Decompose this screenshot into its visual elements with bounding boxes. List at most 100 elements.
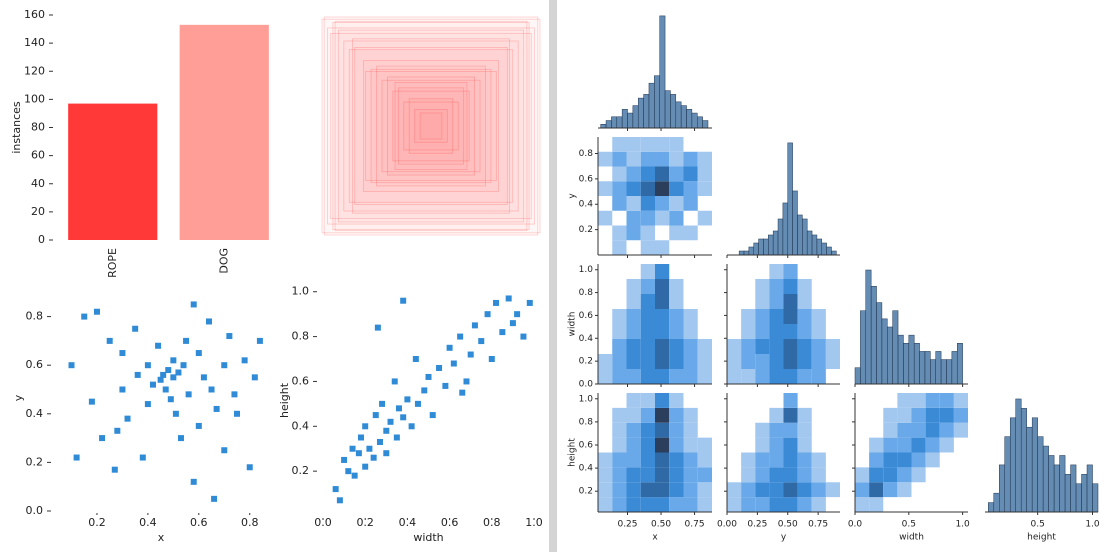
hist-bar: [696, 116, 703, 129]
hist2d-cell: [598, 240, 612, 255]
hist2d-cell: [783, 393, 798, 408]
point: [450, 360, 457, 367]
hist2d-cell: [826, 453, 840, 468]
hist2d-cell: [769, 324, 784, 339]
hist2d-cell: [939, 393, 954, 408]
point: [457, 333, 464, 340]
hist2d-cell: [953, 422, 968, 438]
hist2d-cell: [911, 407, 926, 423]
hist2d-cell: [669, 196, 684, 211]
hist2d-cell: [911, 452, 926, 468]
point: [99, 435, 106, 442]
hist-bar: [854, 367, 861, 385]
point: [374, 324, 381, 331]
y-tick-label: 0.2: [579, 225, 593, 235]
hist2d-cell: [640, 240, 655, 255]
point: [157, 376, 164, 383]
hist2d-cell: [598, 279, 612, 294]
y-tick-label: 0.2: [292, 464, 310, 477]
x-tick-label: 0.0: [314, 516, 332, 529]
point: [200, 374, 207, 381]
y-tick-label: 0.8: [292, 330, 310, 343]
hist2d-cell: [940, 497, 954, 512]
point: [499, 329, 506, 336]
y-axis-label: instances: [10, 101, 23, 154]
point: [155, 342, 162, 349]
hist2d-cell: [755, 279, 770, 294]
hist2d-cell: [698, 137, 712, 152]
y-tick-label: 1.0: [292, 285, 310, 298]
hist-bar: [632, 105, 639, 129]
box: [397, 87, 465, 165]
hist-bar: [654, 75, 660, 129]
box: [394, 82, 468, 170]
box: [419, 112, 443, 140]
y-tick-label: 0.4: [292, 419, 310, 432]
hist2d-cell: [869, 437, 884, 453]
hist2d-cell: [855, 438, 869, 453]
x-axis-label: x: [652, 533, 658, 543]
hist2d-cell: [897, 422, 912, 438]
hist-bar: [1031, 417, 1038, 513]
box: [327, 27, 535, 225]
hist2d-cell: [655, 279, 670, 294]
hist2d-cell: [655, 166, 670, 182]
x-tick-label: 0.50: [651, 520, 671, 530]
hist2d-cell: [897, 452, 912, 468]
y-tick-label: 0.4: [26, 407, 44, 420]
hist2d-cell: [769, 369, 784, 384]
hist2d-cell: [741, 264, 755, 279]
hist2d-cell: [769, 279, 784, 294]
hist2d-cell: [626, 166, 641, 182]
hist2d-cell: [598, 226, 612, 241]
hist2d-cell: [953, 407, 968, 423]
hist-bar: [772, 230, 779, 256]
hist-bar: [743, 250, 750, 256]
hist2d-cell: [640, 422, 655, 438]
hist2d-cell: [683, 196, 698, 211]
hist2d-cell: [755, 354, 770, 369]
hist2d-cell: [683, 497, 698, 512]
x-tick-label: 1.0: [1085, 520, 1100, 530]
box: [363, 60, 499, 192]
hist-bar: [675, 101, 682, 129]
hist-bar: [1075, 483, 1082, 513]
hist2d-cell: [598, 438, 612, 453]
hist-bar: [956, 343, 963, 385]
hist2d-cell: [769, 452, 784, 468]
y-tick-label: 0.6: [26, 358, 44, 371]
hist2d-cell: [811, 324, 826, 339]
hist2d-cell: [598, 354, 613, 369]
hist2d-cell: [953, 393, 968, 408]
hist2d-cell: [640, 467, 655, 483]
hist2d-cell: [697, 482, 712, 498]
hist2d-cell: [727, 482, 742, 498]
hist2d-cell: [683, 225, 698, 241]
hist2d-cell: [683, 437, 698, 453]
hist2d-cell: [825, 354, 840, 369]
hist2d-cell: [741, 279, 755, 294]
hist2d-cell: [697, 339, 712, 354]
hist-bar: [1037, 436, 1044, 513]
hist2d-cell: [797, 369, 812, 384]
hist2d-cell: [655, 437, 670, 453]
point: [355, 450, 362, 457]
point: [246, 464, 253, 471]
hist2d-cell: [669, 264, 683, 279]
y-tick-label: 0.8: [26, 310, 44, 323]
hist2d-cell: [954, 438, 968, 453]
hist2d-cell: [669, 467, 684, 483]
hist2d-cell: [741, 423, 755, 438]
hist2d-cell: [655, 240, 670, 255]
hist2d-cell: [897, 437, 912, 453]
hist2d-cell: [826, 438, 840, 453]
point: [404, 396, 411, 403]
point: [488, 356, 495, 363]
hist2d-cell: [883, 437, 898, 453]
hist2d-cell: [669, 309, 684, 324]
hist2d-cell: [954, 467, 968, 482]
hist2d-cell: [826, 309, 840, 324]
hist2d-cell: [598, 452, 613, 468]
hist2d-cell: [684, 137, 698, 152]
hist-bar: [748, 246, 754, 256]
